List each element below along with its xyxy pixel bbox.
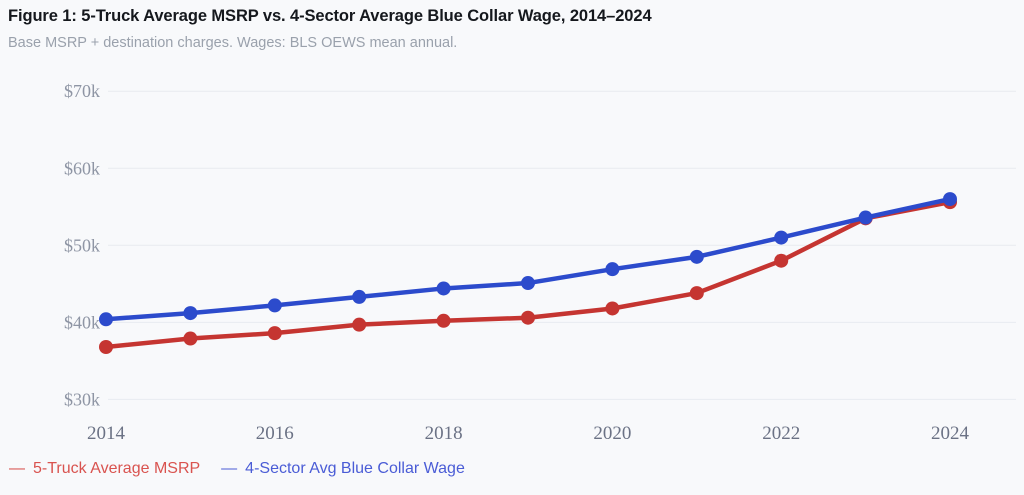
svg-text:2024: 2024 xyxy=(931,423,970,444)
svg-text:$40k: $40k xyxy=(64,312,100,332)
svg-text:2020: 2020 xyxy=(593,423,631,444)
svg-text:2014: 2014 xyxy=(87,423,126,444)
svg-text:$70k: $70k xyxy=(64,81,100,101)
svg-text:2022: 2022 xyxy=(762,423,800,444)
figure-header: Figure 1: 5-Truck Average MSRP vs. 4-Sec… xyxy=(8,7,652,51)
legend-item-truck-msrp[interactable]: — 5-Truck Average MSRP xyxy=(9,460,200,478)
figure-title: Figure 1: 5-Truck Average MSRP vs. 4-Sec… xyxy=(8,7,652,25)
chart-legend: — 5-Truck Average MSRP — 4-Sector Avg Bl… xyxy=(9,460,465,478)
svg-text:$30k: $30k xyxy=(64,389,100,409)
legend-line-swatch-blue: — xyxy=(221,460,238,477)
legend-line-swatch-red: — xyxy=(9,460,25,477)
svg-text:$50k: $50k xyxy=(64,235,100,255)
legend-item-blue-collar-wage[interactable]: — 4-Sector Avg Blue Collar Wage xyxy=(221,460,465,478)
legend-label-truck-msrp: 5-Truck Average MSRP xyxy=(33,460,201,477)
svg-text:$60k: $60k xyxy=(64,158,100,178)
svg-text:2016: 2016 xyxy=(256,423,294,444)
svg-text:2018: 2018 xyxy=(425,423,463,444)
figure-subtitle: Base MSRP + destination charges. Wages: … xyxy=(8,35,458,51)
legend-label-blue-collar-wage: 4-Sector Avg Blue Collar Wage xyxy=(245,460,465,477)
